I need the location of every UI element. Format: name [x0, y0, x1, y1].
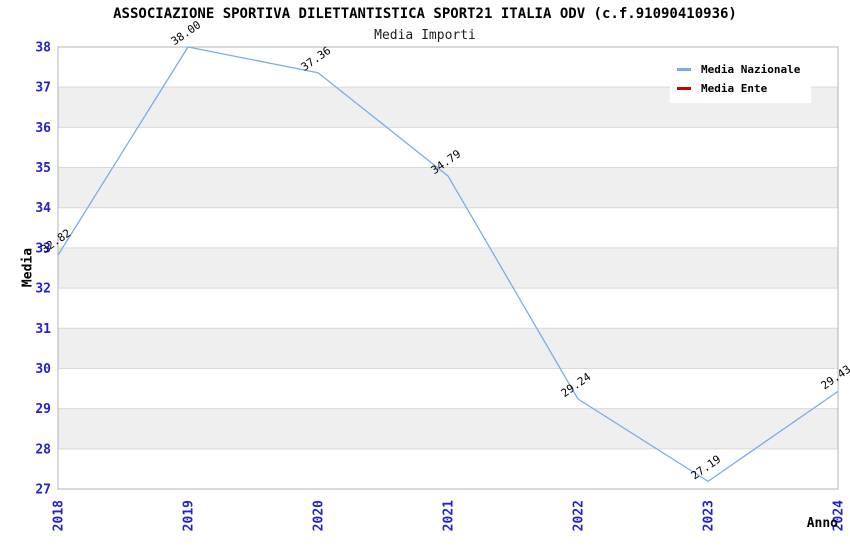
y-tick-label: 29 [35, 402, 51, 417]
y-axis-label: Media [20, 247, 36, 288]
point-value-label: 27.19 [689, 453, 724, 483]
plot-band [58, 408, 838, 449]
y-tick-label: 38 [35, 41, 51, 56]
x-tick-label: 2018 [52, 500, 67, 531]
legend-label: Media Nazionale [701, 63, 801, 76]
x-tick-label: 2021 [442, 500, 457, 531]
y-tick-label: 32 [35, 282, 51, 297]
x-tick-label: 2019 [182, 500, 197, 531]
y-tick-label: 35 [35, 161, 51, 176]
x-axis-label: Anno [806, 516, 838, 531]
x-tick-label: 2020 [312, 500, 327, 531]
y-tick-label: 31 [35, 322, 51, 337]
legend-item-media-nazionale: Media Nazionale [677, 60, 811, 79]
y-tick-label: 33 [35, 241, 51, 256]
y-tick-label: 27 [35, 483, 51, 498]
plot-band [58, 328, 838, 369]
series-line-media-nazionale [57, 46, 839, 483]
media-ente-line-swatch-icon [677, 87, 691, 90]
legend: Media Nazionale Media Ente [670, 57, 811, 103]
x-tick-label: 2024 [832, 500, 847, 531]
y-tick-label: 28 [35, 442, 51, 457]
y-tick-label: 34 [35, 201, 51, 216]
point-value-label: 37.36 [299, 44, 334, 74]
point-value-label: 38.00 [169, 18, 204, 48]
y-tick-label: 30 [35, 362, 51, 377]
chart-title: ASSOCIAZIONE SPORTIVA DILETTANTISTICA SP… [113, 6, 737, 22]
plot-band [58, 247, 838, 289]
plot-band [58, 167, 838, 208]
legend-label: Media Ente [701, 82, 768, 95]
plot-border [57, 46, 839, 490]
chart-subtitle: Media Importi [374, 28, 476, 43]
x-tick-label: 2023 [702, 500, 717, 531]
legend-item-media-ente: Media Ente [677, 79, 811, 98]
x-tick-label: 2022 [572, 500, 587, 531]
media-nazionale-line-swatch-icon [677, 68, 691, 71]
y-tick-label: 36 [35, 121, 51, 136]
y-tick-label: 37 [35, 81, 51, 96]
